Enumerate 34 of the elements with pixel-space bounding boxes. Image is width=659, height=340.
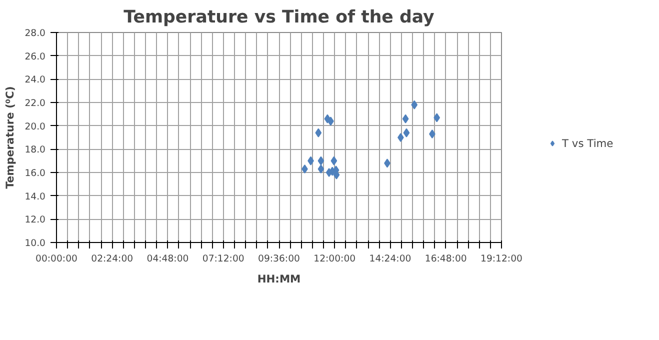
y-tick-label: 10.0 bbox=[24, 238, 46, 249]
y-tick-label: 16.0 bbox=[24, 168, 46, 179]
point bbox=[330, 156, 338, 166]
x-tick-label: 00:00:00 bbox=[36, 254, 78, 264]
point bbox=[318, 164, 324, 174]
point bbox=[403, 128, 410, 138]
chart-title: Temperature vs Time of the day bbox=[124, 8, 434, 28]
point bbox=[434, 113, 440, 122]
x-tick-label: 07:12:00 bbox=[202, 254, 244, 264]
x-tick-label: 19:12:00 bbox=[480, 254, 523, 264]
y-tick-label: 18.0 bbox=[24, 144, 46, 156]
x-tick-label: 12:00:00 bbox=[314, 254, 356, 264]
point bbox=[302, 164, 308, 174]
point bbox=[318, 156, 324, 166]
y-tick-label: 26.0 bbox=[24, 51, 46, 62]
point bbox=[315, 128, 322, 138]
x-tick-label: 04:48:00 bbox=[146, 254, 189, 264]
x-tick-label: 16:48:00 bbox=[424, 254, 467, 264]
y-tick-label: 22.0 bbox=[24, 98, 46, 109]
y-tick-label: 14.0 bbox=[24, 191, 46, 202]
x-tick-label: 14:24:00 bbox=[369, 254, 412, 264]
x-tick-label: 09:36:00 bbox=[258, 254, 300, 264]
point bbox=[411, 100, 418, 110]
point bbox=[398, 133, 404, 142]
y-tick-label: 20.0 bbox=[24, 121, 46, 132]
point bbox=[429, 130, 436, 138]
y-tick-label: 28.0 bbox=[24, 28, 46, 39]
x-tick-label: 02:24:00 bbox=[91, 254, 134, 264]
y-tick-label: 12.0 bbox=[24, 214, 46, 226]
x-axis-title: HH:MM bbox=[257, 272, 301, 286]
legend-label: T vs Time bbox=[562, 136, 614, 150]
point bbox=[402, 114, 409, 124]
y-tick-label: 24.0 bbox=[24, 74, 46, 86]
y-axis-title: Temperature (⁰C) bbox=[4, 86, 17, 189]
